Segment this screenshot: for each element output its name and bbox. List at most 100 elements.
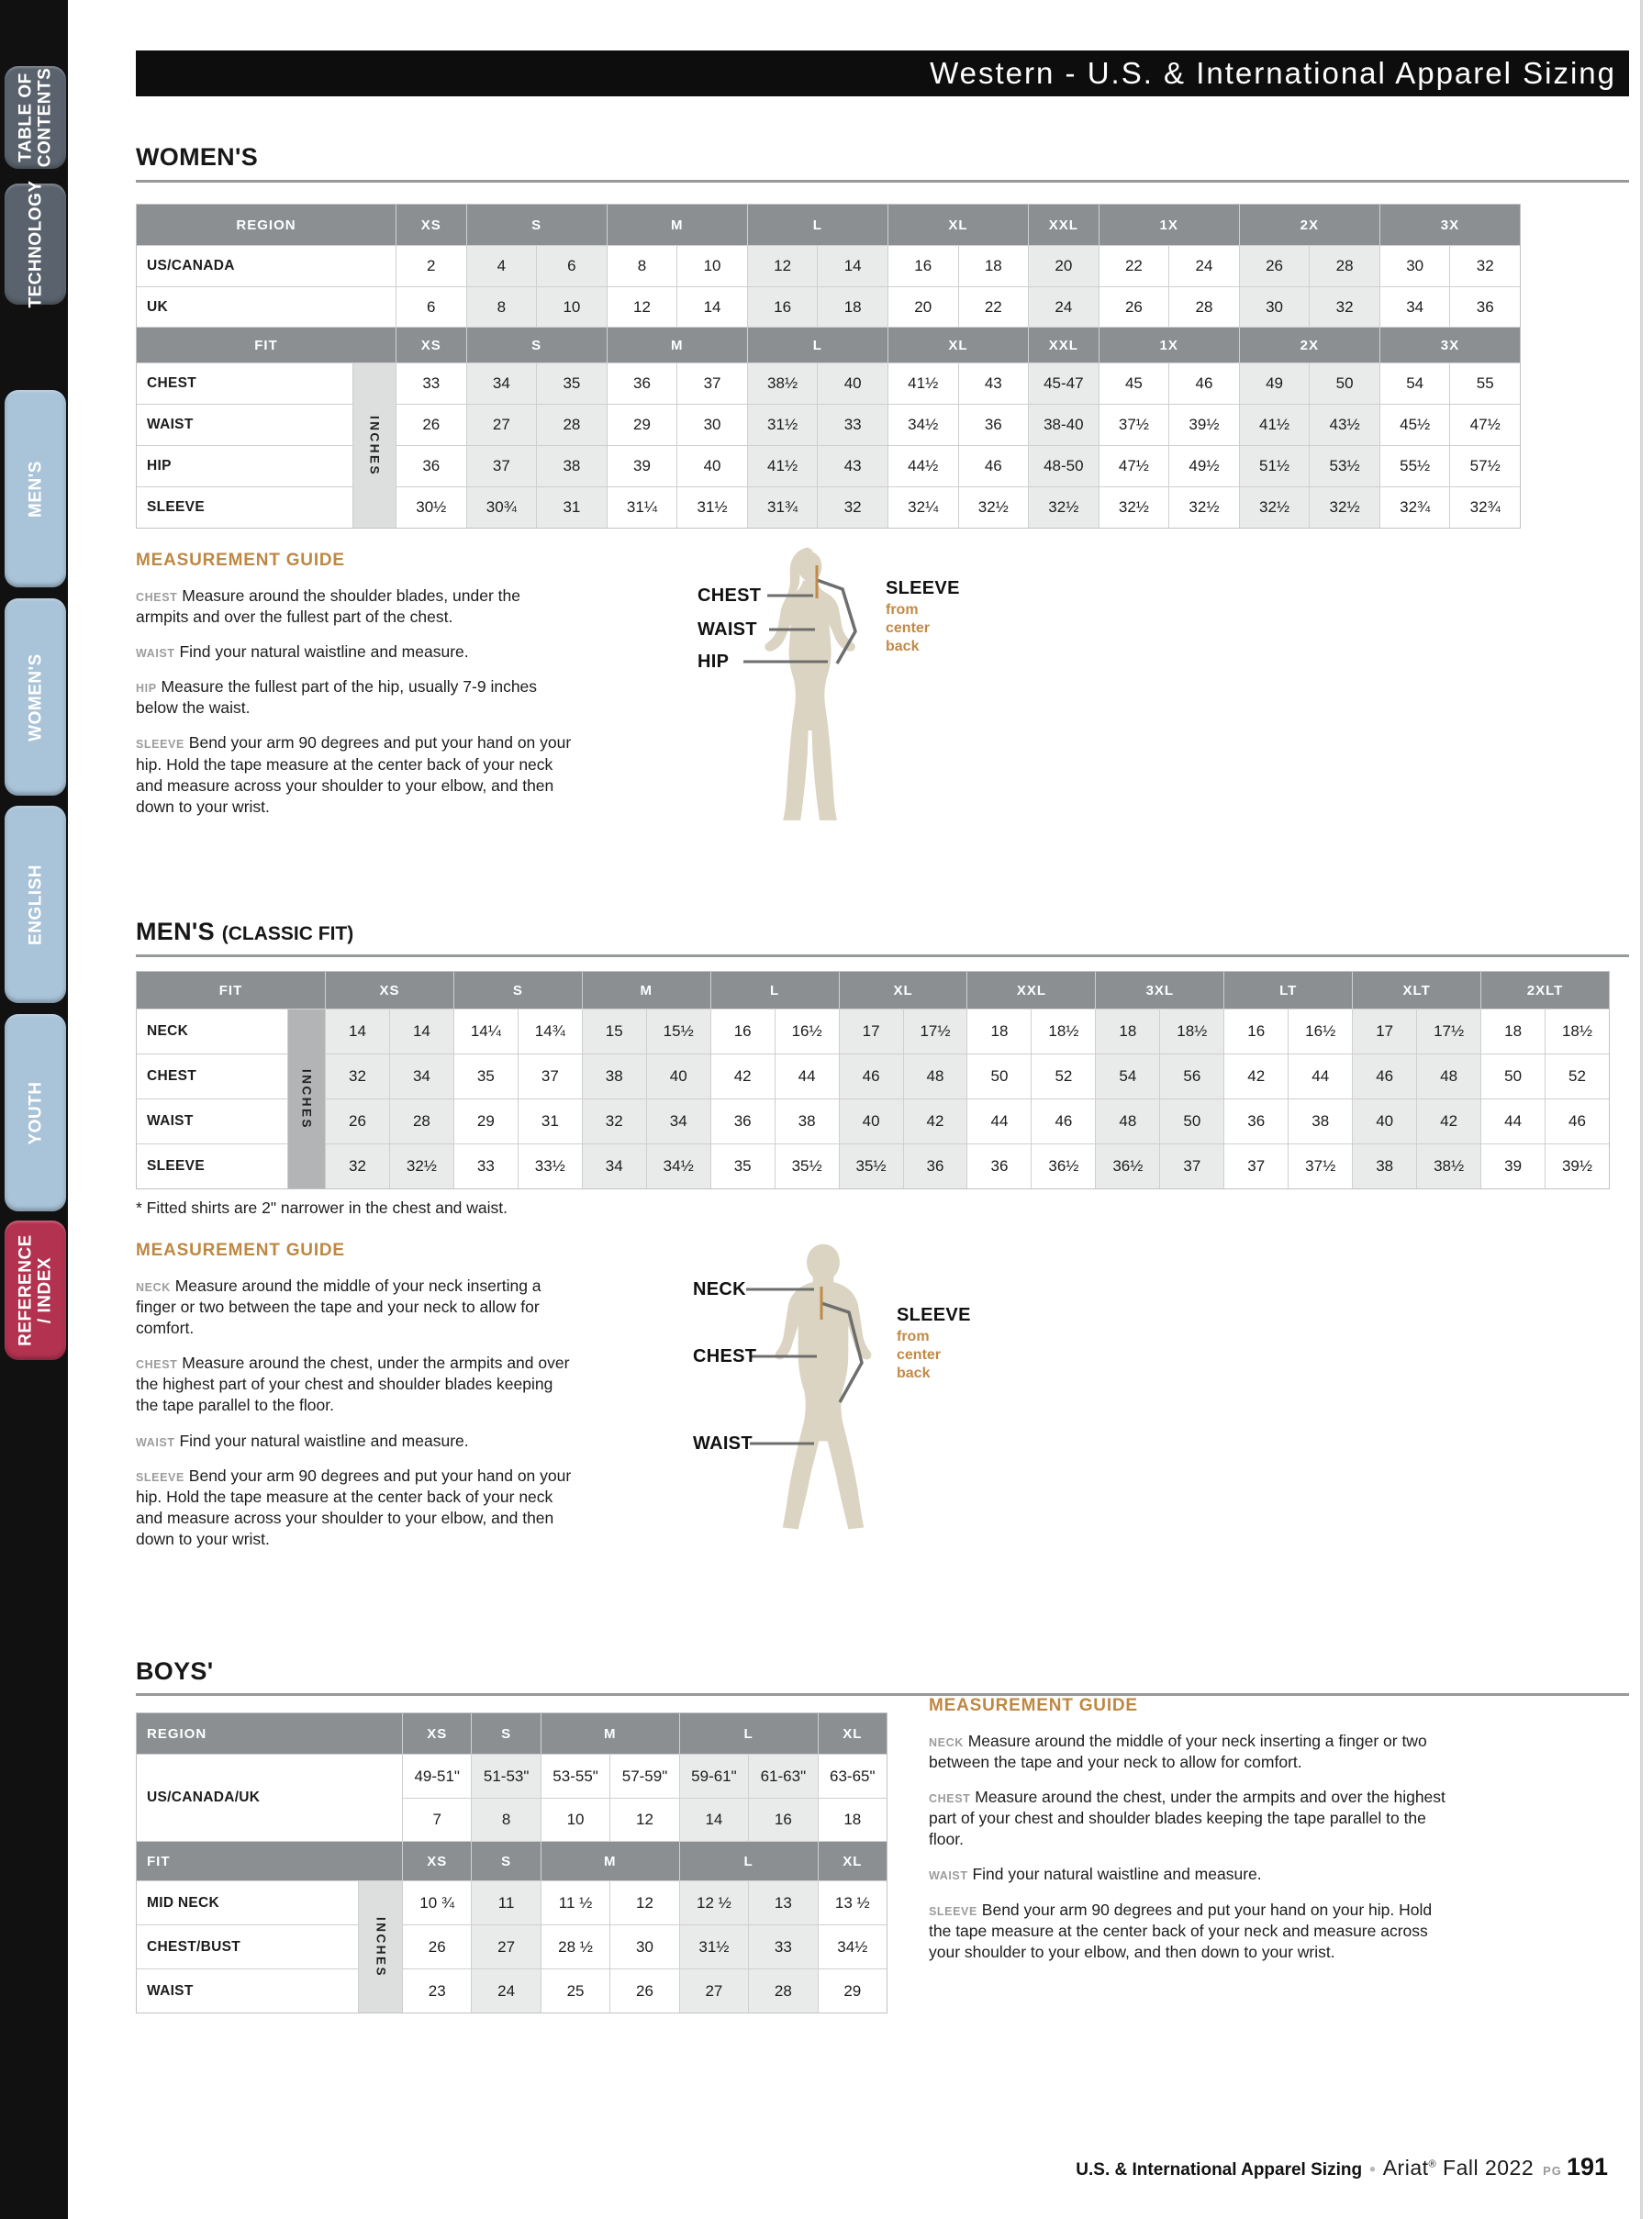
measurement-value: 37 — [677, 363, 747, 404]
measurement-value: 18 — [967, 1009, 1032, 1054]
region-row-label: US/CANADA — [137, 246, 396, 286]
measurement-value: 35½ — [839, 1144, 903, 1188]
measurement-value: 23 — [403, 1969, 472, 2013]
size-value: 12 — [747, 246, 818, 286]
fit-row-label: CHEST — [137, 1054, 287, 1098]
size-group-header: XS — [396, 328, 466, 362]
measurement-value: 36 — [1224, 1099, 1289, 1143]
guide-item-label: HIP — [136, 682, 157, 696]
size-value: 6 — [537, 246, 607, 286]
fit-row-label: WAIST — [137, 1099, 287, 1143]
sidebar-tab-english[interactable]: ENGLISH — [5, 806, 66, 1003]
measurement-value: 57½ — [1450, 446, 1520, 486]
size-group-header: XS — [326, 972, 453, 1009]
size-value: 30 — [1379, 246, 1450, 286]
measurement-value: 16 — [1224, 1009, 1289, 1054]
measurement-value: 36 — [958, 405, 1029, 445]
fit-row-label: WAIST — [137, 1969, 358, 2013]
measurement-value: 15½ — [646, 1009, 710, 1054]
measurement-value: 48 — [903, 1054, 967, 1098]
measurement-value: 32 — [326, 1054, 389, 1098]
measurement-value: 54 — [1379, 363, 1450, 404]
inches-label: INCHES — [353, 363, 396, 528]
size-group-header: 3X — [1379, 205, 1520, 245]
measurement-value: 50 — [967, 1054, 1032, 1098]
measurement-value: 32½ — [1239, 487, 1310, 528]
fit-header: FIT — [137, 972, 325, 1009]
measurement-value: 37½ — [1099, 405, 1169, 445]
size-group-header: 2XLT — [1481, 972, 1609, 1009]
measurement-guide-heading: MEASUREMENT GUIDE — [929, 1696, 1138, 1715]
sidebar-tab-women-s[interactable]: WOMEN'S — [5, 598, 66, 796]
measurement-value: 36 — [396, 446, 466, 486]
footer-separator: • — [1369, 2160, 1376, 2180]
measurement-value: 12 ½ — [679, 1881, 749, 1924]
mens-heading-text: MEN'S — [136, 918, 215, 945]
size-value: 53-55" — [541, 1755, 610, 1798]
measurement-value: 37 — [1224, 1144, 1289, 1188]
measurement-value: 40 — [839, 1099, 903, 1143]
measurement-value: 41½ — [1239, 405, 1310, 445]
sidebar-tab-table-of-contents[interactable]: TABLE OF CONTENTS — [5, 66, 66, 169]
measurement-value: 45-47 — [1029, 363, 1099, 404]
measurement-value: 38½ — [747, 363, 818, 404]
size-group-header: XL — [818, 1713, 887, 1754]
size-value: 34 — [1379, 287, 1450, 327]
size-value: 24 — [1029, 287, 1099, 327]
guide-item-label: CHEST — [136, 1358, 178, 1372]
size-value: 22 — [1099, 246, 1169, 286]
sidebar-tab-youth[interactable]: YOUTH — [5, 1014, 66, 1211]
sidebar-tab-men-s[interactable]: MEN'S — [5, 390, 66, 587]
fit-row-label: MID NECK — [137, 1881, 358, 1924]
size-group-header: L — [679, 1842, 818, 1880]
boys-sizing-table: REGION XS S M L XL US/CANADA/UK 49-51" 51-53" 53-… — [136, 1712, 887, 2013]
figure-label-hip: HIP — [698, 652, 730, 672]
measurement-value: 10 ¾ — [403, 1881, 472, 1924]
guide-item-neck: NECK Measure around the middle of your n… — [929, 1732, 1427, 1772]
mens-section-heading: MEN'S (CLASSIC FIT) — [136, 918, 353, 946]
measurement-value: 38 — [582, 1054, 646, 1098]
size-group-header: LT — [1224, 972, 1353, 1009]
sidebar-tab-technology[interactable]: TECHNOLOGY — [5, 180, 66, 308]
measurement-value: 27 — [466, 405, 537, 445]
size-value: 7 — [403, 1799, 472, 1841]
footer-page-label: PG — [1543, 2164, 1562, 2178]
measurement-value: 31 — [537, 487, 607, 528]
fit-row-label: WAIST — [137, 405, 352, 445]
size-value: 32 — [1450, 246, 1520, 286]
page-title-bar: Western - U.S. & International Apparel S… — [136, 50, 1629, 96]
inches-label: INCHES — [359, 1881, 402, 2013]
size-group-header: 1X — [1099, 205, 1239, 245]
size-group-header: XXL — [967, 972, 1096, 1009]
measurement-value: 32 — [818, 487, 887, 528]
footer-page-number: 191 — [1566, 2153, 1608, 2180]
fit-row-label: SLEEVE — [137, 487, 352, 528]
size-value: 10 — [677, 246, 747, 286]
size-group-header: L — [679, 1713, 818, 1754]
sidebar-tab-label: YOUTH — [25, 1081, 45, 1144]
measurement-value: 31 — [518, 1099, 582, 1143]
measurement-value: 26 — [610, 1969, 679, 2013]
measurement-value: 14¾ — [518, 1009, 582, 1054]
measurement-value: 42 — [903, 1099, 967, 1143]
figure-label-chest: CHEST — [698, 585, 762, 606]
figure-label-sleeve: SLEEVE from center back — [886, 578, 960, 656]
size-group-header: M — [541, 1842, 679, 1880]
size-group-header: 2X — [1239, 205, 1379, 245]
sidebar-tab-label: REFERENCE / INDEX — [16, 1234, 55, 1346]
size-value: 22 — [958, 287, 1029, 327]
measurement-value: 46 — [1353, 1054, 1417, 1098]
measurement-value: 17 — [839, 1009, 903, 1054]
fit-header: FIT — [137, 1842, 402, 1880]
measurement-value: 44 — [1289, 1054, 1353, 1098]
sleeve-note: from center back — [897, 1329, 942, 1381]
measurement-value: 42 — [1224, 1054, 1289, 1098]
boys-measurement-guide: MEASUREMENT GUIDE NECK Measure around the… — [929, 1696, 1450, 1977]
measurement-value: 13 ½ — [818, 1881, 887, 1924]
size-group-header: XS — [403, 1713, 472, 1754]
sidebar-tab-reference-index[interactable]: REFERENCE / INDEX — [5, 1221, 66, 1360]
size-group-header: M — [607, 205, 747, 245]
measurement-value: 42 — [1417, 1099, 1481, 1143]
measurement-value: 16 — [710, 1009, 775, 1054]
